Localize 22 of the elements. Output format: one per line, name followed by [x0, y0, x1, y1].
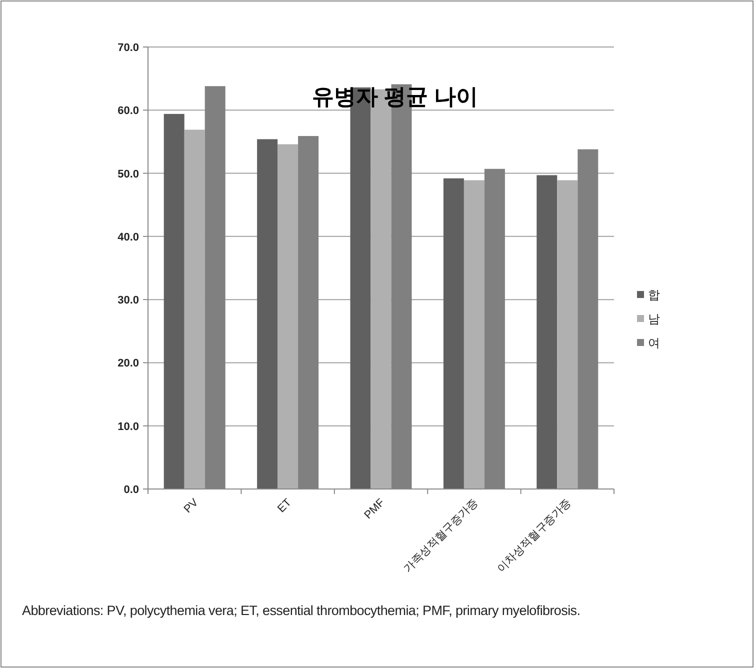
y-tick-label: 10.0 — [118, 420, 139, 433]
y-tick-label: 50.0 — [118, 168, 139, 180]
bar — [257, 139, 278, 489]
y-tick-label: 30.0 — [118, 294, 139, 307]
legend-label: 남 — [648, 312, 660, 326]
bar — [536, 175, 558, 489]
x-tick-label: ET — [275, 496, 294, 516]
y-tick-label: 70.0 — [118, 42, 139, 54]
y-tick-label: 40.0 — [118, 231, 139, 244]
bar — [557, 180, 578, 489]
bar — [164, 114, 184, 489]
x-tick-label: PV — [182, 496, 202, 516]
text: Abbreviations: PV, polycythemia vera; ET, essential thrombocythemia; PMF, primary myelofibrosis. — [22, 603, 580, 618]
y-tick-label: 60.0 — [118, 105, 139, 118]
y-tick-label: 0.0 — [124, 484, 139, 496]
bar — [184, 130, 205, 489]
legend-label: 합 — [648, 288, 660, 302]
bar — [464, 180, 484, 489]
legend-label: 여 — [648, 336, 660, 350]
bar — [443, 178, 464, 489]
bar — [278, 144, 298, 489]
y-tick-label: 20.0 — [118, 358, 139, 370]
